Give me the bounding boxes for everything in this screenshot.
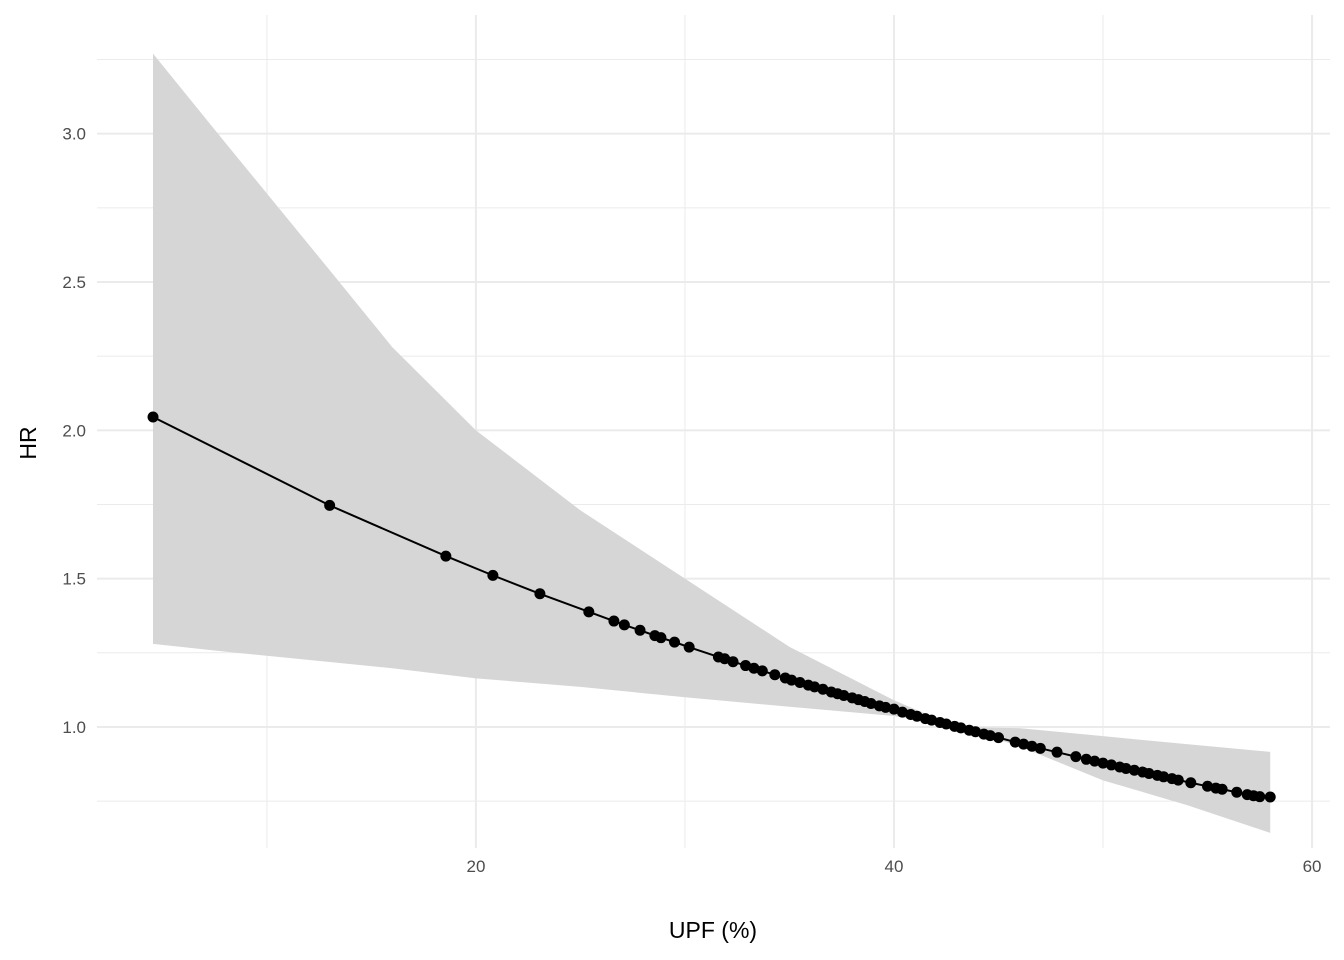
data-point [1026,740,1038,752]
data-point [608,615,620,627]
y-tick-labels: 1.0 1.5 2.0 2.5 3.0 [62,125,86,737]
data-point [1231,786,1243,798]
x-tick-label: 20 [466,857,485,876]
data-point [618,619,630,631]
data-point [740,660,752,672]
data-point [1143,768,1155,780]
data-point [683,641,695,653]
data-point [1128,764,1140,776]
data-point [1216,783,1228,795]
data-point [1034,742,1046,754]
data-point [1172,774,1184,786]
data-point [1202,780,1214,792]
data-point [896,706,908,718]
x-axis-title: UPF (%) [669,917,757,943]
data-point [984,730,996,742]
x-tick-labels: 20 40 60 [466,857,1321,876]
data-point [1264,791,1276,803]
data-point [147,411,159,423]
data-point [1070,751,1082,763]
data-point [1158,771,1170,783]
data-point [655,632,667,644]
y-axis-title: HR [15,426,41,459]
confidence-ribbon [153,53,1271,833]
data-point [634,624,646,636]
x-tick-label: 40 [885,857,904,876]
data-point [769,669,781,681]
data-point [1097,757,1109,769]
data-point [1185,777,1197,789]
data-point [1009,736,1021,748]
data-point [992,732,1004,744]
data-point [1254,791,1266,803]
data-point [911,710,923,722]
data-point [817,683,829,695]
data-point [756,665,768,677]
data-point [940,718,952,730]
data-point [838,690,850,702]
data-point [1051,746,1063,758]
y-tick-label: 3.0 [62,125,86,144]
data-point [926,714,938,726]
points [147,411,1276,803]
data-point [583,606,595,618]
data-point [1089,755,1101,767]
data-point [534,588,546,600]
data-point [888,703,900,715]
data-point [440,550,452,562]
data-point [669,636,681,648]
data-point [1120,762,1132,774]
data-point [1105,759,1117,771]
data-point [786,674,798,686]
data-point [970,726,982,738]
data-point [324,499,336,511]
data-point [1080,753,1092,765]
y-tick-label: 2.0 [62,421,86,440]
data-point [748,662,760,674]
data-point [794,676,806,688]
data-point [727,656,739,668]
data-point [1018,738,1030,750]
data-point [719,653,731,665]
data-point [487,569,499,581]
x-tick-label: 60 [1303,857,1322,876]
data-point [865,698,877,710]
y-tick-label: 1.0 [62,718,86,737]
y-tick-label: 1.5 [62,570,86,589]
data-point [955,722,967,734]
data-point [809,681,821,693]
y-tick-label: 2.5 [62,273,86,292]
data-point [880,701,892,713]
